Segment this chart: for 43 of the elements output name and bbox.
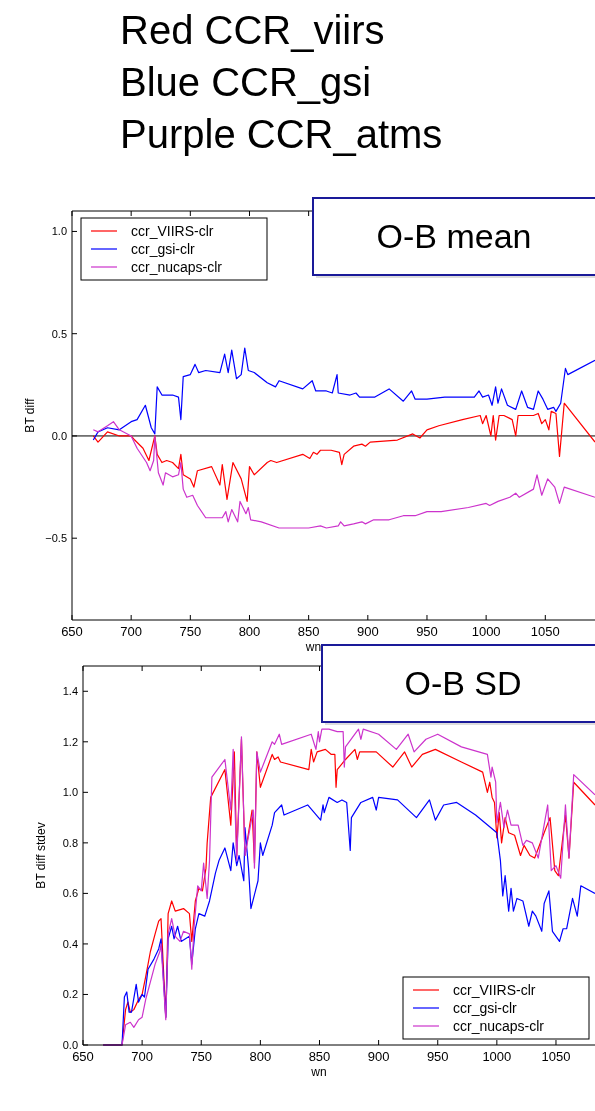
x-tick-label: 700 — [120, 624, 143, 639]
legend-label: ccr_VIIRS-clr — [131, 222, 214, 239]
x-axis-title: wn — [304, 640, 322, 654]
x-tick-label: 750 — [190, 1049, 213, 1064]
legend-label: ccr_gsi-clr — [453, 999, 518, 1016]
y-tick-label: 1.0 — [62, 786, 78, 799]
chart-title: Red CCR_viirs Blue CCR_gsi Purple CCR_atms — [120, 8, 443, 156]
x-tick-label: 1050 — [530, 624, 560, 639]
x-tick-label: 700 — [131, 1049, 153, 1064]
legend-label: ccr_nucaps-clr — [453, 1017, 545, 1034]
y-axis-title: BT diff stdev — [34, 822, 48, 889]
x-tick-label: 650 — [61, 624, 83, 639]
x-tick-label: 800 — [238, 624, 261, 639]
legend-label: ccr_VIIRS-clr — [453, 981, 536, 998]
x-axis-title: wn — [310, 1065, 327, 1079]
x-tick-label: 800 — [249, 1049, 272, 1064]
y-tick-label: 0.4 — [62, 937, 78, 950]
x-tick-label: 850 — [297, 624, 320, 639]
y-tick-label: 0.5 — [51, 327, 67, 340]
y-tick-label: 1.2 — [62, 735, 78, 748]
y-tick-label: 0.0 — [51, 429, 67, 442]
x-tick-label: 950 — [426, 1049, 449, 1064]
y-tick-label: −0.5 — [45, 532, 67, 545]
y-tick-label: 1.4 — [62, 685, 78, 698]
x-tick-label: 1050 — [541, 1049, 571, 1064]
y-tick-label: 0.0 — [62, 1038, 78, 1051]
legend-label: ccr_nucaps-clr — [131, 258, 223, 275]
legend-label: ccr_gsi-clr — [131, 240, 196, 257]
x-tick-label: 950 — [416, 624, 438, 639]
y-tick-label: 0.8 — [62, 836, 78, 849]
y-tick-label: 0.2 — [62, 988, 78, 1001]
y-axis-title: BT diff — [23, 397, 37, 433]
y-tick-label: 1.0 — [51, 225, 67, 238]
x-tick-label: 1000 — [471, 624, 501, 639]
x-tick-label: 850 — [308, 1049, 331, 1064]
annotation: O-B mean — [376, 217, 532, 256]
x-tick-label: 750 — [179, 624, 202, 639]
y-tick-label: 0.6 — [62, 887, 78, 900]
x-tick-label: 900 — [367, 1049, 390, 1064]
x-tick-label: 650 — [72, 1049, 94, 1064]
x-tick-label: 900 — [356, 624, 379, 639]
x-tick-label: 1000 — [482, 1049, 512, 1064]
annotation: O-B SD — [404, 664, 522, 703]
